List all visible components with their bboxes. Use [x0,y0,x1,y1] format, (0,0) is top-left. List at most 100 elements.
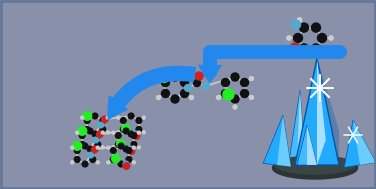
Circle shape [291,20,300,29]
Circle shape [221,78,229,87]
Circle shape [156,95,161,99]
Circle shape [231,73,239,81]
Circle shape [195,72,203,80]
Polygon shape [263,115,291,167]
Circle shape [96,161,99,164]
Circle shape [180,90,188,98]
Circle shape [102,116,108,122]
Polygon shape [277,115,291,167]
Circle shape [136,127,142,132]
Circle shape [118,143,124,149]
Circle shape [311,23,320,32]
Circle shape [87,128,93,134]
Circle shape [194,80,200,87]
Circle shape [190,77,194,81]
Circle shape [83,112,91,120]
Circle shape [241,90,249,98]
Circle shape [241,78,249,87]
Circle shape [123,161,129,167]
Ellipse shape [273,157,358,179]
Circle shape [82,161,88,167]
Polygon shape [295,58,339,165]
Circle shape [143,131,146,134]
Circle shape [106,116,109,119]
Polygon shape [310,80,330,162]
Circle shape [90,148,96,153]
Circle shape [79,133,85,138]
Circle shape [297,18,302,22]
Circle shape [71,146,74,149]
Circle shape [95,142,101,147]
Circle shape [132,161,135,164]
Circle shape [84,118,90,123]
Circle shape [128,146,134,152]
Circle shape [79,142,85,147]
Circle shape [112,155,120,163]
Circle shape [133,133,140,139]
Circle shape [159,71,170,83]
Circle shape [171,95,179,103]
Circle shape [121,125,130,133]
Circle shape [221,90,229,98]
Polygon shape [289,90,305,162]
Circle shape [83,112,92,120]
Circle shape [101,146,104,149]
Circle shape [76,131,79,134]
Circle shape [294,33,303,43]
Circle shape [161,90,170,98]
Circle shape [156,77,161,81]
Circle shape [111,157,116,162]
Polygon shape [317,58,339,165]
Circle shape [123,146,129,152]
Circle shape [95,133,101,138]
Circle shape [123,163,130,169]
Circle shape [120,127,126,132]
Circle shape [76,146,79,149]
Polygon shape [317,58,326,165]
Circle shape [117,140,125,148]
Circle shape [100,118,106,123]
Circle shape [79,127,87,135]
Circle shape [132,146,135,149]
Circle shape [231,95,239,103]
Circle shape [120,118,126,123]
Circle shape [143,116,146,119]
Circle shape [203,83,209,90]
Polygon shape [353,120,376,165]
Ellipse shape [275,156,355,174]
Circle shape [87,146,93,152]
Polygon shape [307,125,317,165]
Polygon shape [320,80,330,162]
Circle shape [329,36,333,40]
Circle shape [300,23,308,32]
Circle shape [317,33,326,43]
Polygon shape [297,125,317,165]
Circle shape [217,95,221,99]
Circle shape [123,128,129,134]
Circle shape [81,131,84,134]
Circle shape [97,131,103,138]
Circle shape [171,73,179,81]
Circle shape [106,131,109,134]
Circle shape [115,142,121,147]
Circle shape [311,44,320,53]
Circle shape [92,113,98,119]
Circle shape [84,127,90,132]
Circle shape [131,142,137,147]
Circle shape [93,137,99,143]
FancyArrowPatch shape [199,66,221,82]
Circle shape [318,54,323,58]
Circle shape [81,116,84,119]
Circle shape [137,131,140,134]
Circle shape [308,48,320,59]
Circle shape [118,161,124,167]
Circle shape [117,116,120,119]
Circle shape [111,148,116,153]
Circle shape [136,118,142,123]
Polygon shape [344,120,376,167]
Circle shape [128,131,134,137]
Circle shape [92,131,98,137]
Circle shape [128,113,134,119]
Circle shape [71,161,74,164]
Circle shape [74,157,80,162]
